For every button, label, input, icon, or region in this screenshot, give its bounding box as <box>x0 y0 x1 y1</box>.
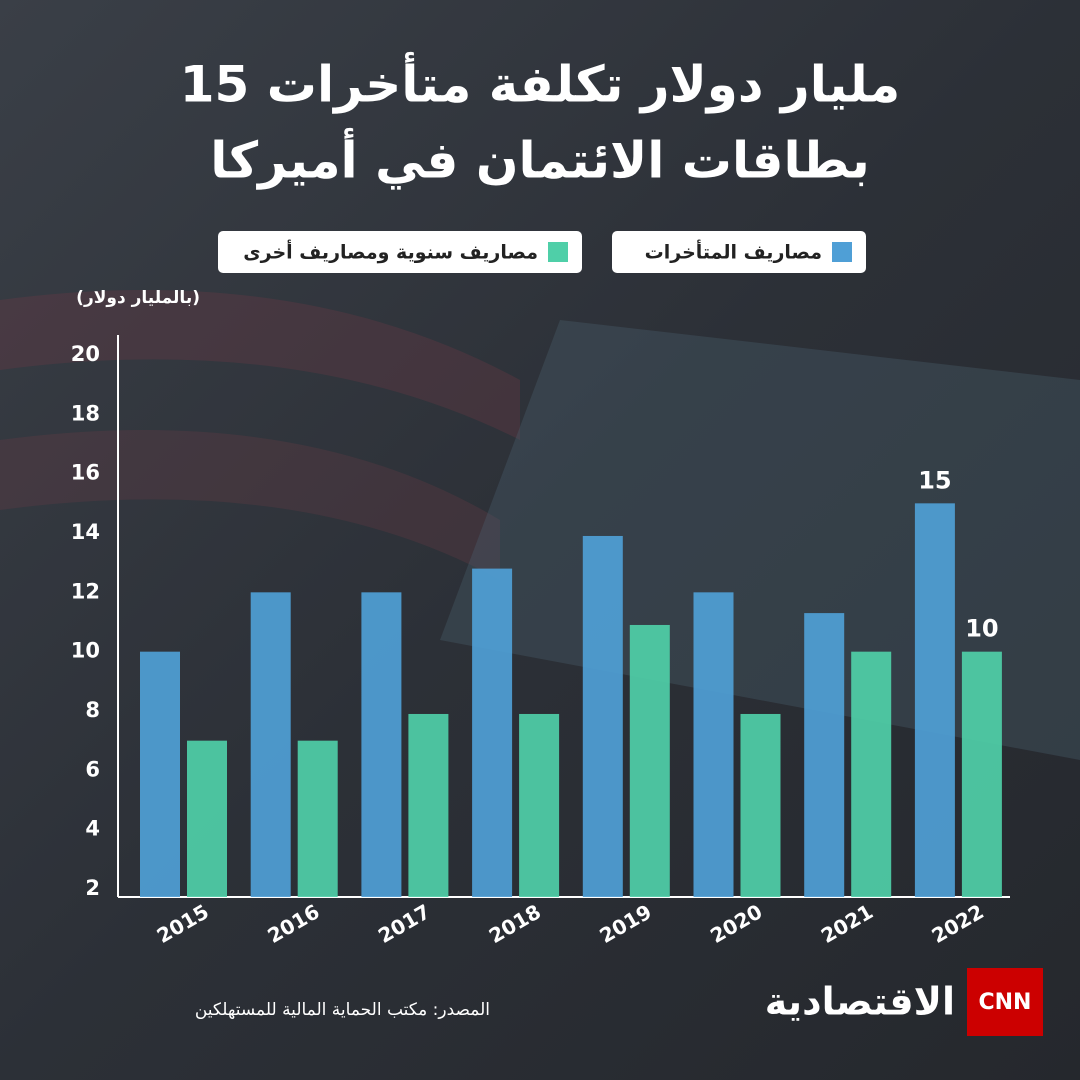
legend-label: مصاريف سنوية ومصاريف أخرى <box>243 240 538 264</box>
source: المصدر: مكتب الحماية المالية للمستهلكين <box>195 1000 490 1020</box>
y-tick-label: 6 <box>85 757 100 781</box>
value-label: 15 <box>918 466 951 494</box>
bar <box>804 613 845 897</box>
bar <box>472 568 513 897</box>
bar <box>914 503 955 897</box>
y-tick-label: 2 <box>85 876 100 900</box>
y-tick-label: 4 <box>85 817 100 841</box>
bar <box>408 713 449 897</box>
legend-box <box>218 231 582 273</box>
y-tick-label: 12 <box>71 579 100 603</box>
value-label: 10 <box>965 615 998 643</box>
legend: مصاريف المتأخرات مصاريف سنوية ومصاريف أخر… <box>218 231 866 273</box>
title: 15 مليار دولار تكلفة متأخرات بطاقات الائت… <box>180 52 901 191</box>
legend-box <box>612 231 866 273</box>
bar <box>693 592 734 897</box>
logo-box <box>967 968 1043 1036</box>
bar <box>187 740 227 897</box>
y-tick-label: 14 <box>71 520 100 544</box>
legend-swatch <box>832 242 852 262</box>
bar <box>740 713 781 897</box>
y-axis-unit: (بالمليار دولار) <box>76 288 200 308</box>
logo-brand: CNN <box>979 990 1032 1015</box>
logo-name: الاقتصادية <box>765 980 955 1024</box>
bar <box>582 535 623 897</box>
y-tick-label: 18 <box>71 401 100 425</box>
bar <box>629 624 670 897</box>
bar <box>851 651 892 897</box>
flag-stripe <box>0 430 500 580</box>
bar <box>961 651 1002 897</box>
y-tick-label: 20 <box>71 342 100 366</box>
bar <box>519 713 560 897</box>
title-line: 15 مليار دولار تكلفة متأخرات <box>180 52 901 115</box>
bar <box>361 592 402 897</box>
title-line: بطاقات الائتمان في أميركا <box>210 128 870 191</box>
legend-swatch <box>548 242 568 262</box>
bar <box>250 592 291 897</box>
flag-stripe <box>0 290 520 440</box>
y-tick-label: 8 <box>85 698 100 722</box>
legend-label: مصاريف المتأخرات <box>645 240 822 264</box>
bar <box>140 651 180 897</box>
bar <box>297 740 338 897</box>
y-tick-label: 16 <box>71 461 100 485</box>
y-tick-label: 10 <box>71 639 100 663</box>
